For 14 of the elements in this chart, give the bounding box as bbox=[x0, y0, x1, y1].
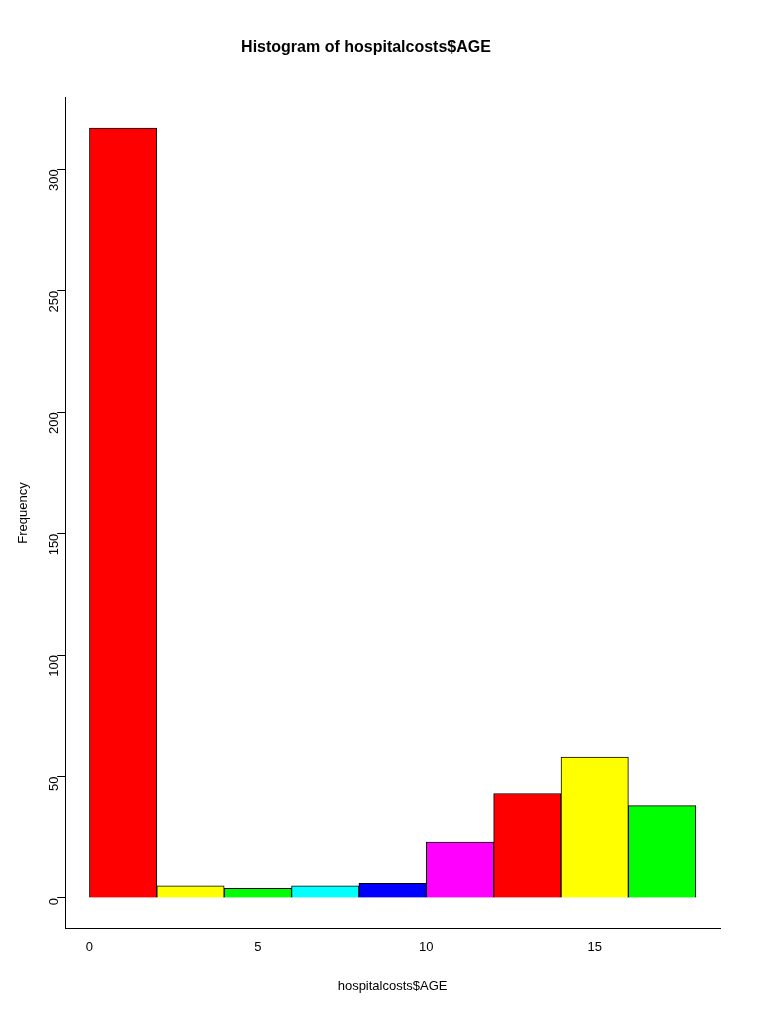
y-tick-label: 200 bbox=[45, 412, 61, 434]
y-tick-label: 0 bbox=[45, 897, 61, 906]
y-tick-label: 150 bbox=[45, 533, 61, 556]
y-tick-label: 100 bbox=[45, 655, 61, 677]
y-tick-label: 250 bbox=[45, 290, 61, 313]
y-axis-title: Frequency bbox=[15, 481, 31, 544]
x-axis-title: hospitalcosts$AGE bbox=[337, 977, 448, 993]
y-tick-label: 50 bbox=[45, 776, 61, 791]
y-tick-label: 300 bbox=[45, 169, 61, 192]
chart-title: Histogram of hospitalcosts$AGE bbox=[241, 38, 492, 56]
x-tick-label: 5 bbox=[254, 939, 262, 955]
x-tick-label: 10 bbox=[419, 939, 434, 955]
x-tick-label: 0 bbox=[85, 939, 94, 955]
x-tick-label: 15 bbox=[587, 939, 602, 955]
